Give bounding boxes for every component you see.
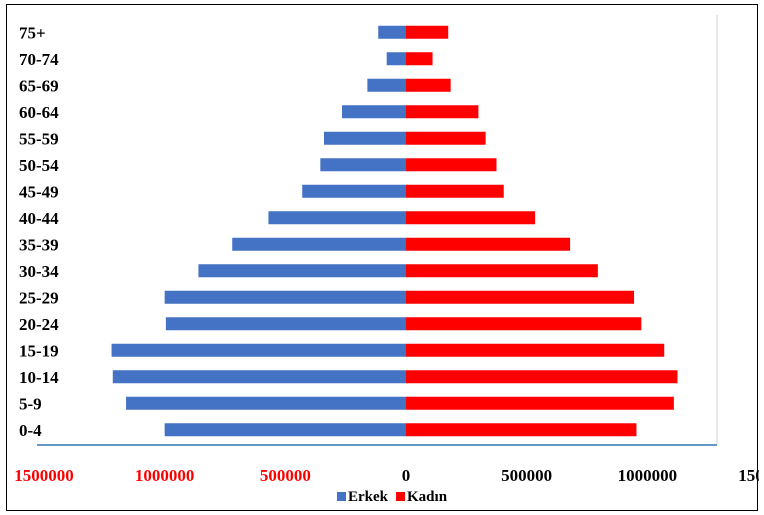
category-label-30-34: 30-34 [19, 262, 59, 281]
bar-kad-n-65-69 [406, 78, 451, 92]
legend-label-kad-n: Kadın [407, 489, 448, 505]
x-tick-label: 1000000 [618, 466, 678, 485]
category-label-40-44: 40-44 [19, 209, 59, 228]
category-label-10-14: 10-14 [19, 368, 59, 387]
bar-erkek-55-59 [323, 131, 406, 145]
bar-erkek-5-9 [126, 396, 406, 410]
legend-label-erkek: Erkek [348, 489, 389, 505]
bar-kad-n-0-4 [406, 423, 637, 437]
bar-kad-n-30-34 [406, 264, 598, 278]
category-label-35-39: 35-39 [19, 235, 59, 254]
category-label-55-59: 55-59 [19, 129, 59, 148]
category-label-15-19: 15-19 [19, 341, 59, 360]
category-label-5-9: 5-9 [19, 394, 42, 413]
bar-erkek-70-74 [386, 52, 406, 66]
bar-kad-n-60-64 [406, 105, 479, 119]
category-label-60-64: 60-64 [19, 103, 59, 122]
x-tick-label: 1500000 [14, 466, 74, 485]
bars-layer [111, 25, 678, 437]
bar-erkek-40-44 [268, 211, 406, 225]
bar-kad-n-50-54 [406, 158, 497, 172]
category-label-20-24: 20-24 [19, 315, 59, 334]
x-tick-label: 1500000 [738, 466, 759, 485]
bar-kad-n-75+ [406, 25, 449, 39]
bar-erkek-75+ [378, 25, 406, 39]
category-label-65-69: 65-69 [19, 76, 59, 95]
x-tick-label: 500000 [260, 466, 311, 485]
x-tick-label: 1000000 [135, 466, 195, 485]
bar-kad-n-15-19 [406, 343, 665, 357]
bar-erkek-35-39 [232, 237, 406, 251]
bar-kad-n-55-59 [406, 131, 486, 145]
bar-erkek-15-19 [111, 343, 406, 357]
legend-swatch-kad-n [396, 492, 406, 501]
bar-kad-n-70-74 [406, 52, 433, 66]
bar-kad-n-5-9 [406, 396, 674, 410]
category-label-25-29: 25-29 [19, 288, 59, 307]
category-label-45-49: 45-49 [19, 182, 59, 201]
x-tick-labels: 1500000 1000000 500000 0 500000 1000000 150000… [14, 466, 759, 485]
legend-swatch-erkek [337, 492, 346, 501]
bar-erkek-25-29 [164, 290, 406, 304]
category-label-75+: 75+ [19, 23, 46, 42]
category-labels: 0-4 5-9 10-14 15-19 20-24 25-29 30-34 35-39 40-4… [19, 23, 59, 440]
bar-erkek-30-34 [198, 264, 406, 278]
bar-erkek-10-14 [112, 370, 406, 384]
legend: Erkek Kadın [337, 489, 448, 505]
bar-erkek-0-4 [164, 423, 406, 437]
bar-erkek-65-69 [367, 78, 406, 92]
x-tick-label: 500000 [501, 466, 552, 485]
bar-kad-n-25-29 [406, 290, 635, 304]
category-label-0-4: 0-4 [19, 421, 42, 440]
x-tick-label: 0 [402, 466, 411, 485]
category-label-70-74: 70-74 [19, 50, 59, 69]
bar-erkek-20-24 [165, 317, 406, 331]
bar-kad-n-35-39 [406, 237, 571, 251]
bar-kad-n-20-24 [406, 317, 642, 331]
bar-kad-n-45-49 [406, 184, 504, 198]
bar-kad-n-10-14 [406, 370, 678, 384]
bar-erkek-50-54 [320, 158, 406, 172]
chart-frame: 0-4 5-9 10-14 15-19 20-24 25-29 30-34 35-39 40-4… [6, 4, 759, 511]
bar-erkek-60-64 [342, 105, 406, 119]
category-label-50-54: 50-54 [19, 156, 59, 175]
population-pyramid-chart: 0-4 5-9 10-14 15-19 20-24 25-29 30-34 35-39 40-4… [14, 15, 759, 505]
bar-kad-n-40-44 [406, 211, 536, 225]
bar-erkek-45-49 [302, 184, 406, 198]
